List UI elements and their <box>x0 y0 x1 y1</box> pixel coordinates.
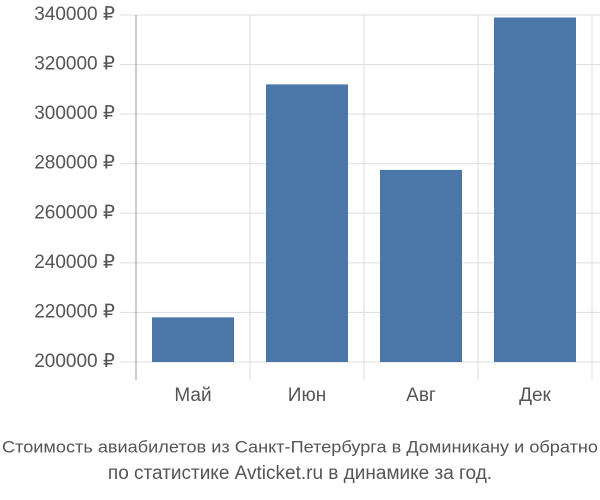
y-tick-label: 240000 ₽ <box>34 252 115 273</box>
caption: по статистике Avticket.ru в динамике за … <box>108 463 492 484</box>
y-tick-label: 200000 ₽ <box>34 351 115 372</box>
y-tick-label: 220000 ₽ <box>34 301 115 322</box>
bar <box>380 169 462 362</box>
x-tick-label: Дек <box>519 385 551 406</box>
y-tick-label: 280000 ₽ <box>34 153 115 174</box>
caption: Стоимость авиабилетов из Санкт-Петербург… <box>2 437 598 456</box>
bar <box>494 17 576 362</box>
bar <box>152 317 234 362</box>
x-tick-label: Июн <box>288 385 326 406</box>
y-tick-label: 300000 ₽ <box>34 103 115 124</box>
y-tick-label: 320000 ₽ <box>34 54 115 75</box>
x-tick-label: Авг <box>406 385 436 406</box>
x-tick-label: Май <box>174 385 211 406</box>
y-tick-label: 260000 ₽ <box>34 202 115 223</box>
bar <box>266 84 348 363</box>
y-tick-label: 340000 ₽ <box>34 4 115 25</box>
